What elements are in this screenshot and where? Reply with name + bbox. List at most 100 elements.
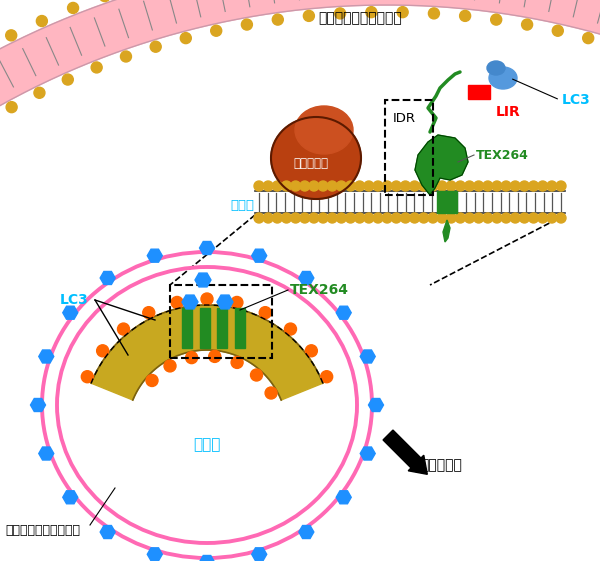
Circle shape xyxy=(300,181,310,191)
Circle shape xyxy=(68,2,79,13)
Circle shape xyxy=(171,296,183,309)
Text: 小胞体: 小胞体 xyxy=(193,438,221,453)
Circle shape xyxy=(410,213,419,223)
Circle shape xyxy=(446,181,456,191)
Circle shape xyxy=(143,307,155,319)
Circle shape xyxy=(37,16,47,26)
Polygon shape xyxy=(195,273,211,287)
Ellipse shape xyxy=(487,61,505,75)
Circle shape xyxy=(254,213,264,223)
Polygon shape xyxy=(299,526,314,539)
Circle shape xyxy=(556,213,566,223)
Circle shape xyxy=(309,181,319,191)
Polygon shape xyxy=(147,249,162,262)
Ellipse shape xyxy=(295,106,353,154)
Polygon shape xyxy=(199,241,215,255)
Circle shape xyxy=(259,307,271,319)
Text: TEX264: TEX264 xyxy=(290,283,349,297)
Circle shape xyxy=(6,30,17,41)
Circle shape xyxy=(538,213,548,223)
Circle shape xyxy=(473,181,484,191)
Circle shape xyxy=(446,213,456,223)
Polygon shape xyxy=(252,548,267,561)
Circle shape xyxy=(510,213,520,223)
Text: オートファゴソーム膜: オートファゴソーム膜 xyxy=(5,523,80,536)
Circle shape xyxy=(300,213,310,223)
Circle shape xyxy=(373,213,383,223)
Circle shape xyxy=(501,213,511,223)
Circle shape xyxy=(428,213,438,223)
Circle shape xyxy=(34,88,45,98)
Circle shape xyxy=(455,213,466,223)
Polygon shape xyxy=(182,295,198,309)
Text: LIR: LIR xyxy=(496,105,521,119)
Circle shape xyxy=(231,296,243,309)
Circle shape xyxy=(337,181,346,191)
Circle shape xyxy=(583,33,593,44)
Polygon shape xyxy=(91,305,323,400)
Circle shape xyxy=(529,213,539,223)
Circle shape xyxy=(327,181,337,191)
Polygon shape xyxy=(100,526,115,539)
Circle shape xyxy=(305,345,317,357)
Circle shape xyxy=(91,62,102,73)
Polygon shape xyxy=(252,249,267,262)
Circle shape xyxy=(492,213,502,223)
Polygon shape xyxy=(31,398,46,412)
Circle shape xyxy=(410,181,419,191)
Circle shape xyxy=(355,181,365,191)
Circle shape xyxy=(491,14,502,25)
Circle shape xyxy=(483,181,493,191)
FancyArrow shape xyxy=(383,430,427,474)
Circle shape xyxy=(364,213,374,223)
Circle shape xyxy=(201,293,213,305)
Circle shape xyxy=(209,351,221,362)
Circle shape xyxy=(366,7,377,17)
Circle shape xyxy=(337,213,346,223)
Circle shape xyxy=(99,0,110,2)
Circle shape xyxy=(304,11,314,21)
Circle shape xyxy=(181,33,191,44)
Circle shape xyxy=(437,181,447,191)
Circle shape xyxy=(284,323,296,335)
Polygon shape xyxy=(360,350,375,363)
Bar xyxy=(385,100,433,195)
Circle shape xyxy=(118,323,130,335)
Circle shape xyxy=(231,356,243,369)
Circle shape xyxy=(290,181,301,191)
Bar xyxy=(170,285,272,358)
Circle shape xyxy=(272,14,283,25)
Polygon shape xyxy=(299,272,314,284)
Circle shape xyxy=(251,369,263,381)
Circle shape xyxy=(265,387,277,399)
Circle shape xyxy=(397,7,408,17)
Circle shape xyxy=(419,181,429,191)
Polygon shape xyxy=(39,447,54,460)
Polygon shape xyxy=(63,491,78,504)
Circle shape xyxy=(521,19,533,30)
Circle shape xyxy=(272,213,283,223)
Bar xyxy=(217,308,227,348)
Text: 小胞体分解: 小胞体分解 xyxy=(420,458,462,472)
Circle shape xyxy=(254,181,264,191)
Polygon shape xyxy=(415,135,468,195)
Circle shape xyxy=(492,181,502,191)
Text: オートファゴソーム膜: オートファゴソーム膜 xyxy=(318,11,402,25)
Circle shape xyxy=(281,181,292,191)
Circle shape xyxy=(419,213,429,223)
Bar xyxy=(182,308,192,348)
Circle shape xyxy=(318,181,328,191)
Polygon shape xyxy=(0,0,600,141)
Circle shape xyxy=(547,181,557,191)
Polygon shape xyxy=(336,306,351,319)
Text: IDR: IDR xyxy=(393,112,416,125)
Circle shape xyxy=(327,213,337,223)
Circle shape xyxy=(346,213,356,223)
Polygon shape xyxy=(39,350,54,363)
Circle shape xyxy=(455,181,466,191)
Bar xyxy=(235,308,245,348)
Circle shape xyxy=(185,352,197,364)
Circle shape xyxy=(263,181,273,191)
Circle shape xyxy=(97,345,109,357)
Polygon shape xyxy=(100,272,115,284)
